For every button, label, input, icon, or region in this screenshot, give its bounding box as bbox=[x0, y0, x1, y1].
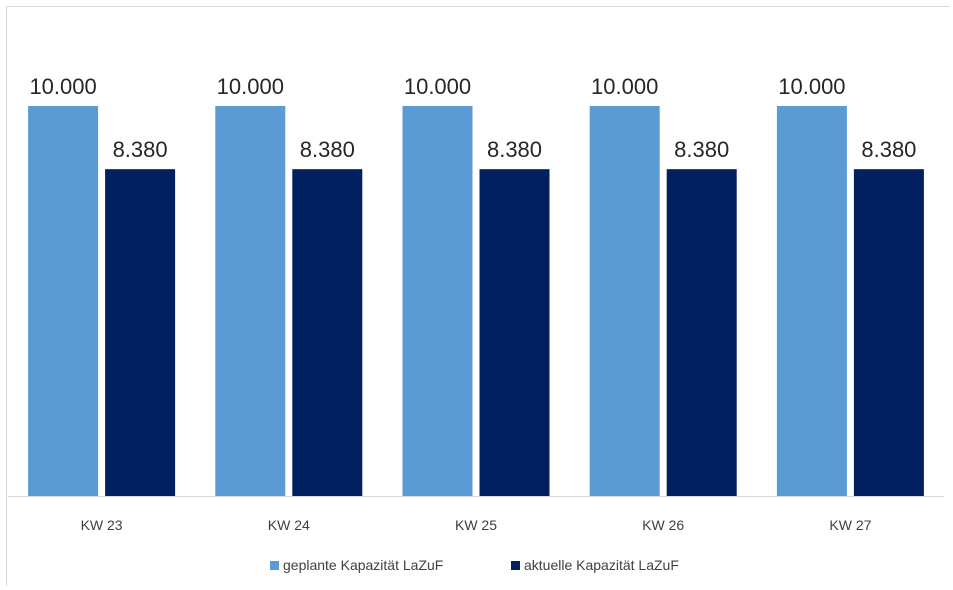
bar-aktuell-4 bbox=[666, 169, 737, 496]
data-label-aktuell-2: 8.380 bbox=[300, 137, 355, 162]
legend-swatch-aktuell bbox=[511, 561, 520, 570]
data-label-geplant-3: 10.000 bbox=[404, 74, 471, 99]
chart-frame bbox=[6, 6, 950, 586]
legend-label-geplant: geplante Kapazität LaZuF bbox=[283, 557, 443, 573]
data-label-geplant-2: 10.000 bbox=[217, 74, 284, 99]
data-label-aktuell-3: 8.380 bbox=[487, 137, 542, 162]
data-label-aktuell-1: 8.380 bbox=[113, 137, 168, 162]
x-tick-label-5: KW 27 bbox=[829, 517, 871, 533]
legend-swatch-geplant bbox=[270, 561, 279, 570]
bar-aktuell-3 bbox=[479, 169, 550, 496]
data-label-aktuell-5: 8.380 bbox=[861, 137, 916, 162]
x-tick-label-4: KW 26 bbox=[642, 517, 684, 533]
data-label-geplant-1: 10.000 bbox=[29, 74, 96, 99]
legend-label-aktuell: aktuelle Kapazität LaZuF bbox=[524, 557, 679, 573]
bar-aktuell-2 bbox=[292, 169, 363, 496]
x-tick-label-1: KW 23 bbox=[81, 517, 123, 533]
bar-geplant-1 bbox=[28, 106, 99, 496]
x-tick-label-2: KW 24 bbox=[268, 517, 310, 533]
bar-geplant-5 bbox=[776, 106, 847, 496]
bar-geplant-4 bbox=[589, 106, 660, 496]
x-tick-label-3: KW 25 bbox=[455, 517, 497, 533]
bar-geplant-2 bbox=[215, 106, 286, 496]
bar-aktuell-1 bbox=[105, 169, 176, 496]
data-label-geplant-4: 10.000 bbox=[591, 74, 658, 99]
bar-geplant-3 bbox=[402, 106, 473, 496]
bar-aktuell-5 bbox=[853, 169, 924, 496]
data-label-aktuell-4: 8.380 bbox=[674, 137, 729, 162]
data-label-geplant-5: 10.000 bbox=[778, 74, 845, 99]
